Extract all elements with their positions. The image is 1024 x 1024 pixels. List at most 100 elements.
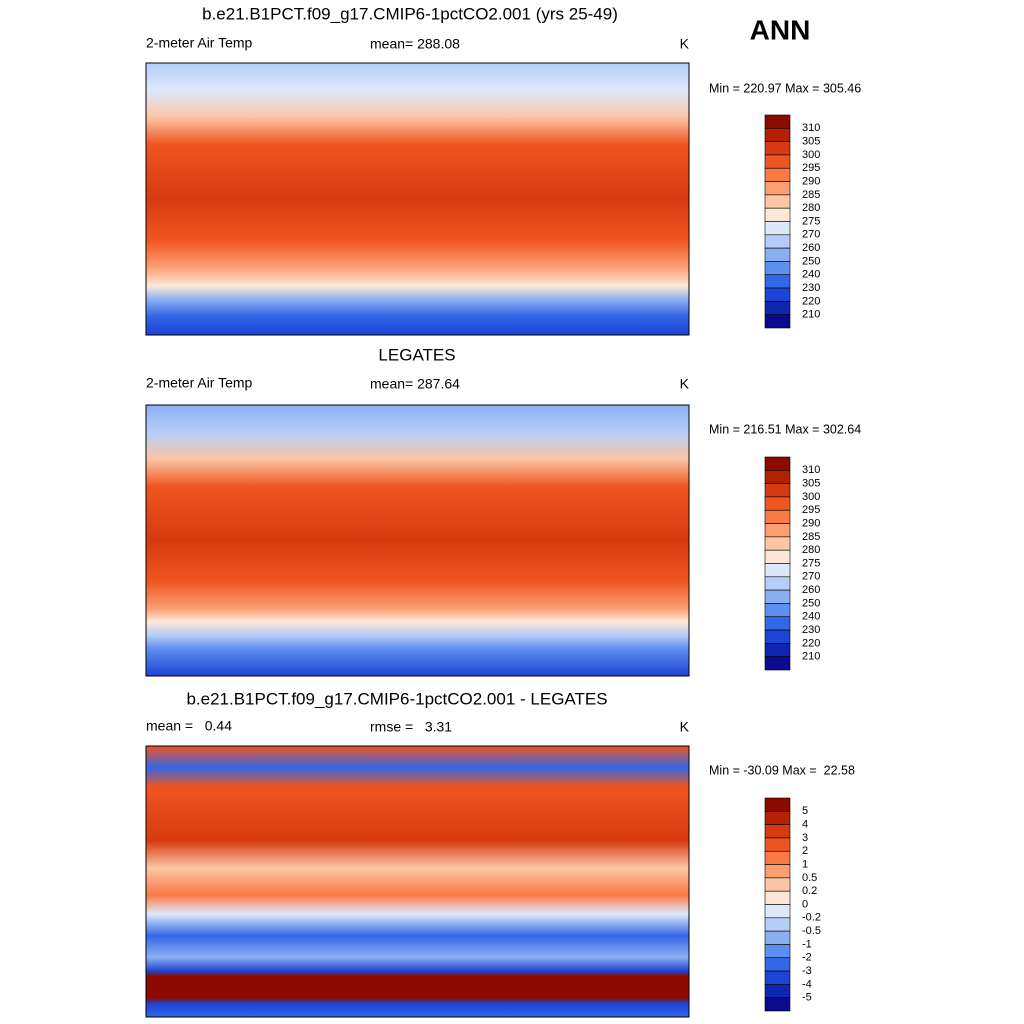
colorbar-box bbox=[764, 970, 791, 985]
colorbar-box bbox=[764, 194, 791, 209]
colorbar-box bbox=[764, 957, 791, 972]
map bbox=[145, 745, 690, 1018]
colorbar-box bbox=[764, 589, 791, 604]
colorbar-label: 2 bbox=[802, 845, 808, 857]
colorbar-box bbox=[764, 234, 791, 249]
colorbar-label: -2 bbox=[802, 952, 812, 964]
panel-title: b.e21.B1PCT.f09_g17.CMIP6-1pctCO2.001 (y… bbox=[202, 4, 618, 23]
colorbar-box bbox=[764, 944, 791, 959]
map bbox=[145, 404, 690, 677]
colorbar-label: 0.2 bbox=[802, 885, 817, 897]
colorbar-box bbox=[764, 221, 791, 236]
colorbar-label: -4 bbox=[802, 978, 812, 990]
colorbar-label: 305 bbox=[802, 136, 820, 148]
left-label: 2-meter Air Temp bbox=[146, 35, 253, 51]
center-label: rmse = 3.31 bbox=[370, 719, 452, 735]
colorbar-label: -0.2 bbox=[802, 912, 821, 924]
colorbar-label: 285 bbox=[802, 531, 820, 543]
colorbar-box bbox=[764, 864, 791, 879]
colorbar-label: 290 bbox=[802, 175, 820, 187]
colorbar-box bbox=[764, 629, 791, 644]
unit-label: K bbox=[680, 376, 690, 392]
colorbar-box bbox=[764, 824, 791, 839]
colorbar-label: 210 bbox=[802, 309, 820, 321]
colorbar-label: 310 bbox=[802, 464, 820, 476]
panel-title: LEGATES bbox=[378, 345, 455, 364]
colorbar-label: 260 bbox=[802, 242, 820, 254]
colorbar-label: 4 bbox=[802, 819, 808, 831]
colorbar-label: 240 bbox=[802, 611, 820, 623]
panel-title: b.e21.B1PCT.f09_g17.CMIP6-1pctCO2.001 - … bbox=[186, 689, 607, 708]
colorbar-label: 300 bbox=[802, 149, 820, 161]
colorbar-label: 0 bbox=[802, 898, 808, 910]
colorbar-label: 230 bbox=[802, 282, 820, 294]
min-max: Min = 220.97 Max = 305.46 bbox=[709, 81, 861, 95]
colorbar-label: 295 bbox=[802, 162, 820, 174]
colorbar-label: 270 bbox=[802, 229, 820, 241]
colorbar-box bbox=[764, 643, 791, 657]
colorbar-box bbox=[764, 523, 791, 538]
colorbar-box bbox=[764, 904, 791, 919]
colorbar-label: 305 bbox=[802, 478, 820, 490]
colorbar-label: 240 bbox=[802, 269, 820, 281]
colorbar-label: 0.5 bbox=[802, 872, 817, 884]
colorbar-box bbox=[764, 167, 791, 182]
min-max: Min = 216.51 Max = 302.64 bbox=[709, 422, 861, 436]
colorbar-label: -3 bbox=[802, 965, 812, 977]
left-label: mean = 0.44 bbox=[146, 718, 232, 734]
colorbar-label: 220 bbox=[802, 295, 820, 307]
colorbar-label: 220 bbox=[802, 637, 820, 649]
colorbar-box bbox=[764, 114, 791, 129]
colorbar-box bbox=[764, 509, 791, 524]
left-label: 2-meter Air Temp bbox=[146, 375, 253, 391]
colorbar-box bbox=[764, 984, 791, 998]
colorbar-label: 250 bbox=[802, 255, 820, 267]
colorbar-label: 260 bbox=[802, 584, 820, 596]
unit-label: K bbox=[680, 36, 690, 52]
colorbar-box bbox=[764, 930, 791, 945]
colorbar-label: 280 bbox=[802, 544, 820, 556]
colorbar-label: -5 bbox=[802, 992, 812, 1004]
colorbar-label: 5 bbox=[802, 805, 808, 817]
colorbar-label: 270 bbox=[802, 571, 820, 583]
colorbar-box bbox=[764, 997, 791, 1012]
colorbar-box bbox=[764, 811, 791, 825]
colorbar-label: 285 bbox=[802, 189, 820, 201]
colorbar-box bbox=[764, 274, 791, 289]
colorbar-box bbox=[764, 549, 791, 564]
colorbar-label: 295 bbox=[802, 504, 820, 516]
colorbar-box bbox=[764, 616, 791, 631]
colorbar-box bbox=[764, 890, 791, 905]
colorbar-box bbox=[764, 470, 791, 484]
center-label: mean= 288.08 bbox=[370, 36, 460, 52]
colorbar-label: 275 bbox=[802, 557, 820, 569]
colorbar-box bbox=[764, 128, 791, 142]
colorbar-label: 3 bbox=[802, 832, 808, 844]
colorbar-box bbox=[764, 536, 791, 551]
unit-label: K bbox=[680, 719, 690, 735]
colorbar-box bbox=[764, 456, 791, 471]
colorbar-box bbox=[764, 261, 791, 276]
season-title: ANN bbox=[750, 14, 811, 45]
colorbar-label: 210 bbox=[802, 651, 820, 663]
colorbar-box bbox=[764, 301, 791, 315]
colorbar-box bbox=[764, 563, 791, 578]
colorbar-label: 230 bbox=[802, 624, 820, 636]
colorbar-label: 250 bbox=[802, 597, 820, 609]
colorbar-box bbox=[764, 141, 791, 156]
min-max: Min = -30.09 Max = 22.58 bbox=[709, 763, 855, 777]
colorbar-box bbox=[764, 603, 791, 618]
colorbar-label: -1 bbox=[802, 938, 812, 950]
colorbar-box bbox=[764, 207, 791, 222]
colorbar-box bbox=[764, 656, 791, 671]
colorbar-box bbox=[764, 837, 791, 852]
colorbar-box bbox=[764, 917, 791, 932]
colorbar-box bbox=[764, 314, 791, 329]
colorbar-label: 280 bbox=[802, 202, 820, 214]
colorbar-box bbox=[764, 576, 791, 591]
colorbar-label: 290 bbox=[802, 517, 820, 529]
colorbar-label: 310 bbox=[802, 122, 820, 134]
colorbar-box bbox=[764, 483, 791, 498]
colorbar-box bbox=[764, 877, 791, 892]
